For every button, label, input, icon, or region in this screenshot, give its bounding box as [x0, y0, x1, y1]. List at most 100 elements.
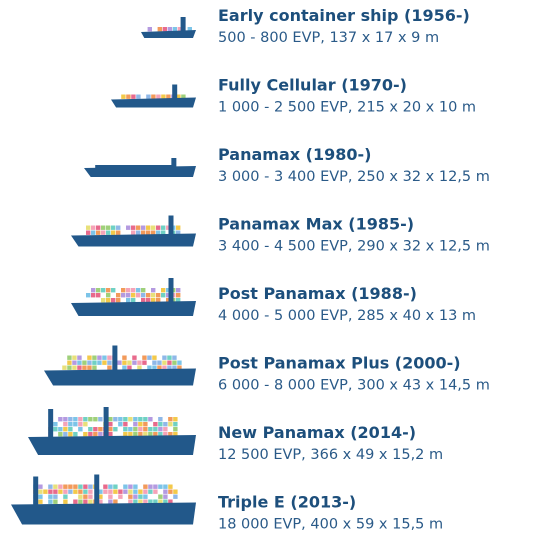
ship-specs: 18 000 EVP, 400 x 59 x 15,5 m	[218, 517, 443, 533]
container	[58, 490, 62, 494]
container	[38, 500, 42, 504]
container	[122, 356, 126, 360]
container	[177, 361, 181, 365]
container	[113, 500, 117, 504]
container	[106, 298, 110, 302]
container	[88, 417, 92, 421]
container	[78, 490, 82, 494]
container	[141, 293, 145, 297]
container	[133, 417, 137, 421]
container	[77, 361, 81, 365]
container	[138, 417, 142, 421]
container	[86, 231, 90, 235]
container	[72, 356, 76, 360]
container	[88, 432, 92, 436]
container	[96, 226, 100, 230]
container	[108, 495, 112, 499]
container	[158, 27, 162, 31]
container	[121, 293, 125, 297]
container	[101, 226, 105, 230]
ship-title: Fully Cellular (1970-)	[218, 76, 407, 95]
container	[113, 490, 117, 494]
container	[131, 288, 135, 292]
container	[113, 485, 117, 489]
container	[141, 288, 145, 292]
container	[53, 500, 57, 504]
container	[148, 427, 152, 431]
container	[58, 427, 62, 431]
container	[126, 293, 130, 297]
container	[118, 490, 122, 494]
container	[72, 361, 76, 365]
container	[136, 226, 140, 230]
container	[63, 432, 67, 436]
container	[97, 361, 101, 365]
container	[48, 495, 52, 499]
container	[87, 356, 91, 360]
container	[156, 226, 160, 230]
bridge	[169, 216, 174, 236]
container	[88, 490, 92, 494]
container	[163, 27, 167, 31]
container	[58, 432, 62, 436]
container	[131, 231, 135, 235]
container	[63, 427, 67, 431]
container	[88, 495, 92, 499]
container	[162, 356, 166, 360]
container	[113, 427, 117, 431]
container	[91, 293, 95, 297]
ship	[111, 85, 196, 108]
container	[92, 366, 96, 370]
hull	[28, 435, 196, 455]
container	[136, 95, 140, 99]
ship	[44, 346, 196, 386]
container	[133, 495, 137, 499]
container	[78, 417, 82, 421]
container	[73, 490, 77, 494]
container	[78, 495, 82, 499]
container	[108, 417, 112, 421]
container	[92, 361, 96, 365]
container	[173, 490, 177, 494]
container	[93, 432, 97, 436]
container	[116, 231, 120, 235]
ship-specs: 4 000 - 5 000 EVP, 285 x 40 x 13 m	[218, 308, 476, 324]
container	[106, 288, 110, 292]
container	[91, 231, 95, 235]
container	[83, 485, 87, 489]
container	[168, 417, 172, 421]
container	[111, 231, 115, 235]
container	[158, 417, 162, 421]
container	[168, 490, 172, 494]
container	[152, 356, 156, 360]
container	[141, 231, 145, 235]
container	[173, 422, 177, 426]
container	[148, 490, 152, 494]
container	[136, 288, 140, 292]
container	[126, 226, 130, 230]
container	[68, 432, 72, 436]
container	[163, 490, 167, 494]
container	[173, 427, 177, 431]
bridge	[104, 407, 109, 437]
container	[141, 298, 145, 302]
container	[123, 432, 127, 436]
container	[82, 361, 86, 365]
container	[63, 495, 67, 499]
container	[121, 95, 125, 99]
container	[151, 226, 155, 230]
container	[108, 422, 112, 426]
container	[127, 366, 131, 370]
container	[98, 417, 102, 421]
container	[118, 495, 122, 499]
container	[67, 366, 71, 370]
container	[53, 495, 57, 499]
container	[102, 356, 106, 360]
container	[157, 361, 161, 365]
container	[108, 432, 112, 436]
ship	[28, 407, 196, 455]
container	[53, 427, 57, 431]
container	[93, 417, 97, 421]
container	[147, 356, 151, 360]
container	[168, 27, 172, 31]
